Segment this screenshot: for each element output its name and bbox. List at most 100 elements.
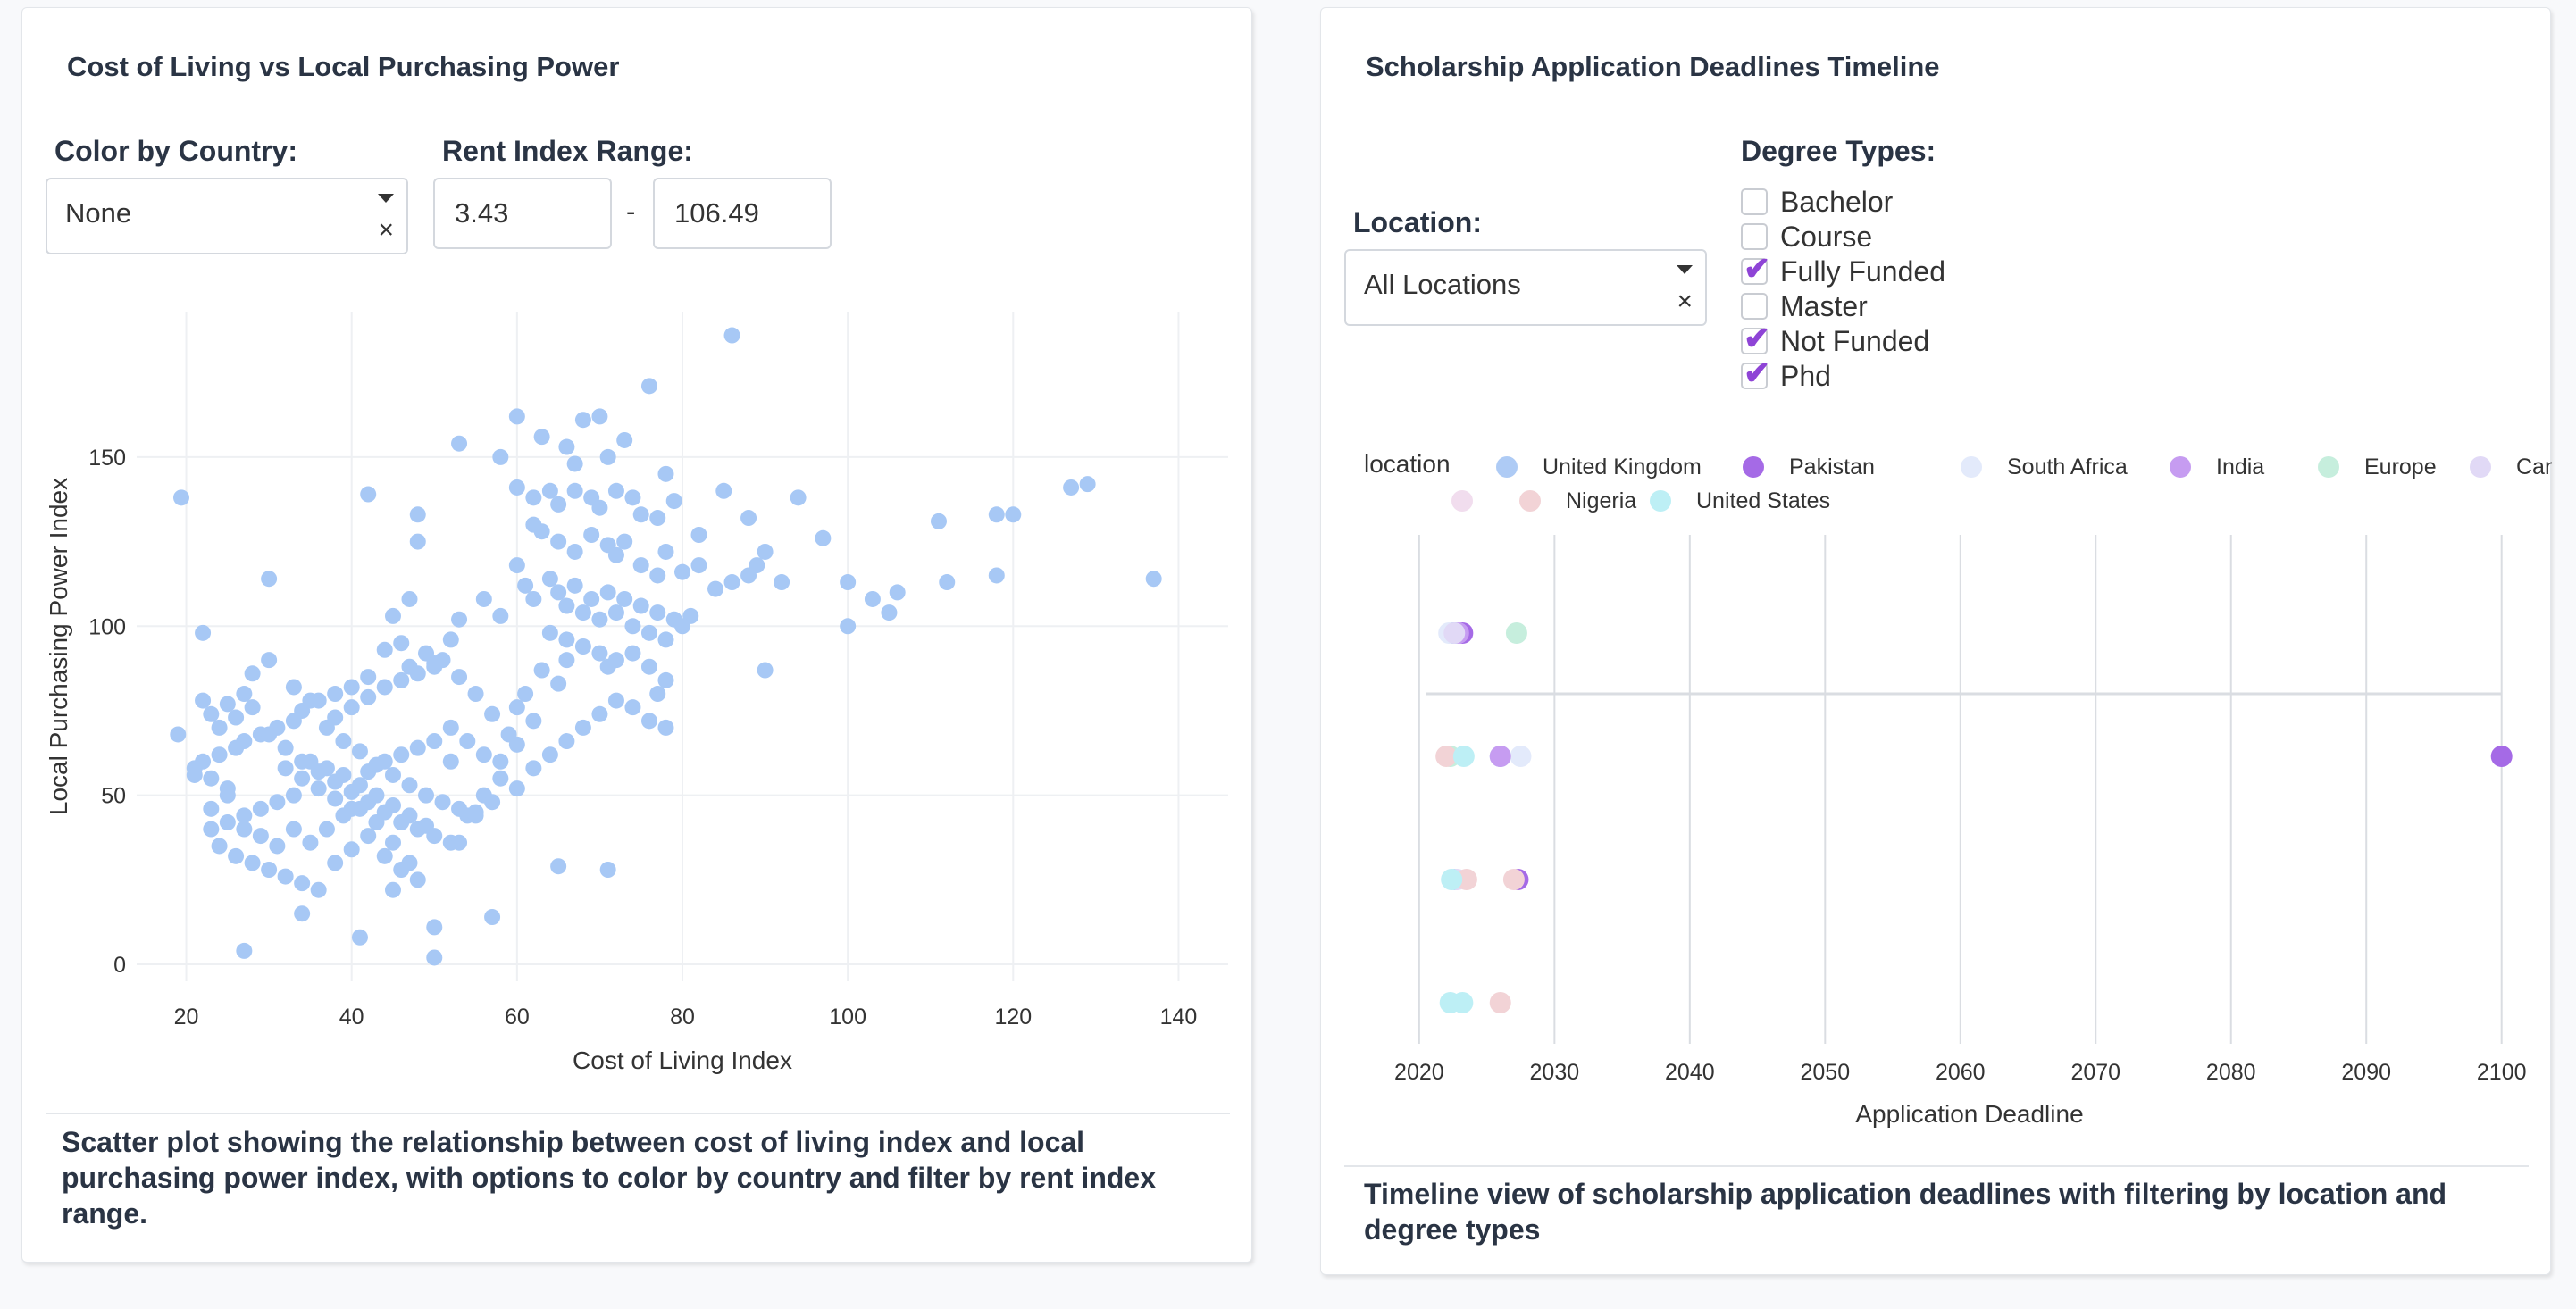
color-by-dropdown[interactable]: None × bbox=[46, 178, 408, 254]
scatter-point[interactable] bbox=[426, 949, 443, 966]
scatter-point[interactable] bbox=[624, 699, 641, 716]
scatter-point[interactable] bbox=[583, 527, 600, 543]
scatter-point[interactable] bbox=[244, 855, 261, 871]
scatter-point[interactable] bbox=[360, 669, 377, 686]
scatter-point[interactable] bbox=[269, 794, 286, 811]
legend-dot[interactable] bbox=[2318, 456, 2339, 478]
scatter-point[interactable] bbox=[343, 679, 360, 696]
scatter-point[interactable] bbox=[881, 604, 898, 621]
scatter-point[interactable] bbox=[335, 733, 352, 750]
scatter-point[interactable] bbox=[517, 577, 534, 594]
legend-label[interactable]: Nigeria bbox=[1566, 488, 1636, 513]
legend-label[interactable]: Europe bbox=[2364, 454, 2437, 479]
scatter-point[interactable] bbox=[186, 766, 203, 783]
scatter-point[interactable] bbox=[988, 567, 1005, 584]
scatter-point[interactable] bbox=[442, 631, 459, 648]
scatter-point[interactable] bbox=[566, 482, 583, 499]
scatter-point[interactable] bbox=[591, 499, 608, 516]
scatter-point[interactable] bbox=[508, 408, 525, 425]
legend-label[interactable]: Pakistan bbox=[1789, 454, 1875, 479]
scatter-point[interactable] bbox=[599, 658, 616, 675]
scatter-point[interactable] bbox=[228, 709, 245, 726]
scatter-point[interactable] bbox=[558, 733, 575, 750]
scatter-point[interactable] bbox=[261, 652, 278, 669]
scatter-point[interactable] bbox=[649, 567, 666, 584]
scatter-point[interactable] bbox=[657, 671, 674, 688]
scatter-point[interactable] bbox=[409, 739, 426, 756]
legend-dot[interactable] bbox=[1451, 490, 1473, 512]
legend-dot[interactable] bbox=[1519, 490, 1541, 512]
deadline-point[interactable] bbox=[1443, 622, 1466, 644]
scatter-point[interactable] bbox=[384, 766, 401, 783]
scatter-point[interactable] bbox=[607, 692, 624, 709]
scatter-point[interactable] bbox=[261, 862, 278, 878]
scatter-point[interactable] bbox=[566, 455, 583, 472]
deadline-point[interactable] bbox=[1439, 992, 1461, 1013]
scatter-point[interactable] bbox=[376, 641, 393, 658]
scatter-point[interactable] bbox=[384, 797, 401, 814]
deadline-point[interactable] bbox=[1435, 746, 1458, 767]
scatter-point[interactable] bbox=[285, 679, 302, 696]
checkbox[interactable]: ✔ bbox=[1741, 322, 1770, 354]
legend-label[interactable]: United States bbox=[1696, 488, 1830, 513]
scatter-point[interactable] bbox=[674, 618, 690, 635]
scatter-point[interactable] bbox=[533, 429, 550, 446]
scatter-point[interactable] bbox=[740, 510, 757, 527]
scatter-point[interactable] bbox=[261, 571, 278, 588]
scatter-point[interactable] bbox=[690, 527, 707, 543]
scatter-point[interactable] bbox=[541, 624, 558, 641]
scatter-point[interactable] bbox=[533, 662, 550, 679]
scatter-point[interactable] bbox=[368, 813, 385, 830]
scatter-point[interactable] bbox=[632, 506, 649, 523]
scatter-point[interactable] bbox=[574, 638, 591, 654]
chevron-down-icon[interactable] bbox=[1677, 265, 1693, 274]
deadline-point[interactable] bbox=[2490, 746, 2513, 767]
scatter-point[interactable] bbox=[749, 557, 765, 574]
scatter-point[interactable] bbox=[508, 736, 525, 753]
scatter-point[interactable] bbox=[632, 557, 649, 574]
scatter-point[interactable] bbox=[327, 686, 344, 703]
scatter-point[interactable] bbox=[442, 753, 459, 770]
scatter-point[interactable] bbox=[310, 881, 327, 898]
checkbox[interactable]: ✔ bbox=[1741, 357, 1770, 389]
scatter-point[interactable] bbox=[327, 790, 344, 807]
legend-dot[interactable] bbox=[1496, 456, 1518, 478]
scatter-point[interactable] bbox=[475, 590, 492, 607]
scatter-point[interactable] bbox=[607, 546, 624, 563]
scatter-point[interactable] bbox=[310, 780, 327, 797]
scatter-point[interactable] bbox=[541, 571, 558, 588]
scatter-point[interactable] bbox=[211, 746, 228, 763]
scatter-point[interactable] bbox=[492, 753, 509, 770]
scatter-point[interactable] bbox=[211, 719, 228, 736]
scatter-point[interactable] bbox=[657, 631, 674, 648]
scatter-point[interactable] bbox=[285, 821, 302, 838]
scatter-point[interactable] bbox=[318, 760, 335, 777]
degree-checkbox-master[interactable]: Master bbox=[1741, 289, 1868, 323]
scatter-point[interactable] bbox=[607, 482, 624, 499]
scatter-point[interactable] bbox=[376, 679, 393, 696]
scatter-point[interactable] bbox=[640, 713, 657, 730]
scatter-point[interactable] bbox=[335, 766, 352, 783]
legend-dot[interactable] bbox=[2170, 456, 2191, 478]
scatter-point[interactable] bbox=[236, 686, 253, 703]
legend-dot[interactable] bbox=[2470, 456, 2491, 478]
scatter-point[interactable] bbox=[1005, 506, 1022, 523]
scatter-point[interactable] bbox=[360, 486, 377, 503]
scatter-point[interactable] bbox=[657, 543, 674, 560]
scatter-point[interactable] bbox=[1079, 476, 1096, 493]
scatter-point[interactable] bbox=[195, 692, 212, 709]
scatter-point[interactable] bbox=[401, 590, 418, 607]
legend-label[interactable]: United Kingdom bbox=[1543, 454, 1702, 479]
scatter-point[interactable] bbox=[409, 506, 426, 523]
scatter-point[interactable] bbox=[640, 378, 657, 395]
scatter-point[interactable] bbox=[401, 855, 418, 871]
scatter-point[interactable] bbox=[434, 794, 451, 811]
legend-dot[interactable] bbox=[1650, 490, 1671, 512]
scatter-point[interactable] bbox=[558, 438, 575, 455]
scatter-point[interactable] bbox=[815, 529, 832, 546]
scatter-point[interactable] bbox=[558, 652, 575, 669]
rent-max-input[interactable]: 106.49 bbox=[653, 178, 832, 249]
scatter-point[interactable] bbox=[624, 618, 641, 635]
checkbox[interactable] bbox=[1741, 223, 1768, 250]
scatter-point[interactable] bbox=[211, 838, 228, 855]
